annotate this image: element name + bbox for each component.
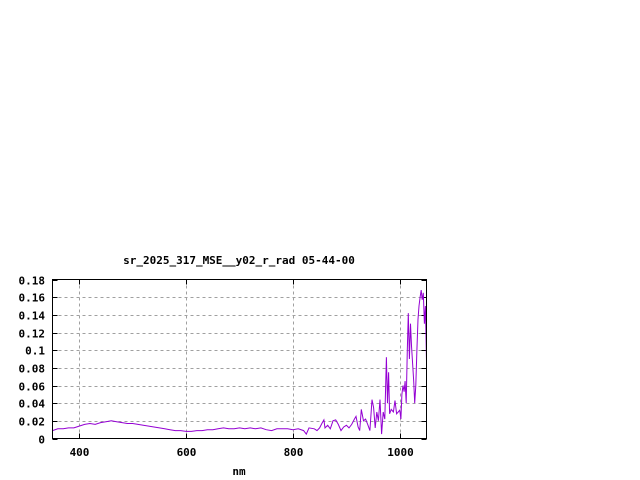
y-tick-label: 0.16	[19, 292, 46, 305]
y-tick-label: 0.02	[19, 416, 46, 429]
y-tick-label: 0.12	[19, 328, 46, 341]
plot-frame	[52, 279, 427, 439]
y-tick-label: 0.14	[19, 310, 46, 323]
chart-title: sr_2025_317_MSE__y02_r_rad 05-44-00	[123, 254, 355, 267]
x-tick-label: 1000	[387, 446, 414, 459]
y-tick-label: 0.18	[19, 275, 46, 288]
x-tick-label: 800	[284, 446, 304, 459]
grid	[52, 279, 427, 439]
series-line	[52, 290, 427, 436]
x-axis: 400 600 800 1000	[70, 279, 414, 459]
y-axis: 0 0.02 0.04 0.06 0.08 0.1 0.12 0.14 0.16 0.18	[19, 275, 427, 447]
y-tick-label: 0.04	[19, 398, 46, 411]
x-tick-label: 600	[177, 446, 197, 459]
x-tick-label: 400	[70, 446, 90, 459]
y-tick-label: 0.1	[25, 345, 45, 358]
y-tick-label: 0.08	[19, 363, 46, 376]
y-tick-label: 0.06	[19, 381, 46, 394]
y-tick-label: 0	[38, 434, 45, 447]
x-axis-label: nm	[232, 465, 246, 478]
